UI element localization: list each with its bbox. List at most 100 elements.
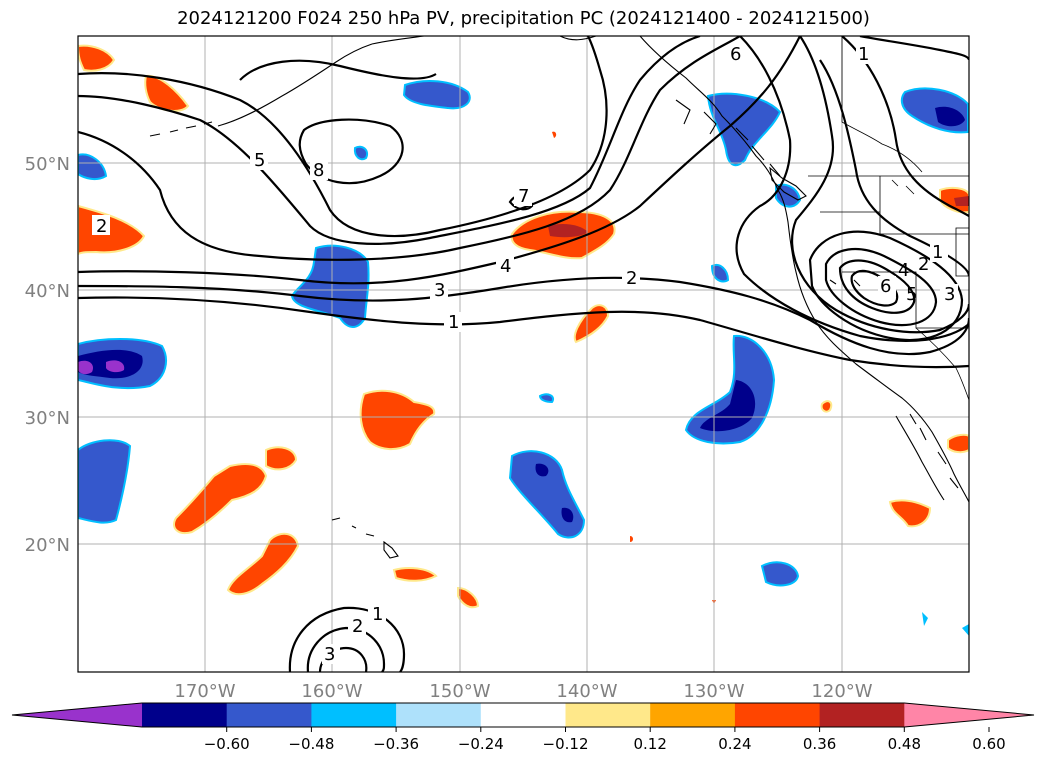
- precip-region: [457, 586, 480, 609]
- pv-contour: [239, 59, 437, 81]
- precip-region: [265, 446, 298, 471]
- colorbar-tick-label: 0.60: [972, 735, 1005, 753]
- contour-label: 1: [858, 44, 869, 65]
- lat-label: 50°N: [25, 154, 70, 175]
- precip-region: [935, 106, 965, 127]
- contour-label: 5: [906, 284, 917, 305]
- pv-contour: [78, 36, 801, 285]
- lat-label: 30°N: [25, 408, 70, 429]
- colorbar-tick-label: −0.24: [458, 735, 504, 753]
- pv-contour: [78, 296, 969, 369]
- contour-label: 3: [434, 280, 445, 301]
- precip-region: [78, 153, 108, 181]
- colorbar-extension-high: [904, 703, 1034, 727]
- pv-contour-labels: 2 5 8 3 1 4 7 2 6 1 1 2 4 6 5: [92, 44, 958, 665]
- lon-label: 130°W: [683, 681, 744, 702]
- precip-region: [353, 145, 368, 161]
- colorbar-tick-label: 0.24: [718, 735, 751, 753]
- precip-region: [392, 567, 438, 582]
- precip-region: [573, 304, 610, 344]
- pv-contour: [791, 36, 969, 334]
- colorbar: −0.60 −0.48 −0.36 −0.24 −0.12 0.12 0.24 0.36 0.4…: [11, 702, 1035, 753]
- precip-region: [402, 80, 471, 110]
- lon-label: 120°W: [811, 681, 872, 702]
- precip-region: [359, 389, 436, 450]
- colorbar-box: [396, 703, 482, 727]
- lon-label: 150°W: [429, 681, 490, 702]
- colorbar-outline: [11, 702, 1035, 728]
- colorbar-box: [650, 703, 736, 727]
- colorbar-tick-label: −0.48: [288, 735, 334, 753]
- precip-positive-regions: [78, 44, 969, 609]
- colorbar-box: [734, 703, 821, 727]
- precip-region: [226, 532, 300, 596]
- lon-label: 140°W: [556, 681, 617, 702]
- colorbar-box: [142, 703, 228, 727]
- contour-label: 3: [944, 284, 955, 305]
- precip-region: [954, 196, 969, 206]
- precip-region: [78, 44, 116, 72]
- contour-label: 2: [96, 216, 107, 237]
- precip-region: [947, 433, 969, 454]
- map-frame: [77, 35, 970, 673]
- precip-region: [760, 561, 800, 587]
- contour-label: 4: [898, 260, 909, 281]
- pv-contour: [859, 36, 969, 61]
- lon-label: 160°W: [301, 681, 362, 702]
- precip-region: [535, 463, 574, 523]
- precip-region: [173, 463, 268, 534]
- precip-region: [939, 186, 969, 214]
- latitude-labels: 50°N 40°N 30°N 20°N: [25, 154, 70, 556]
- contour-label: 7: [518, 186, 529, 207]
- colorbar-tick-label: −0.60: [204, 735, 250, 753]
- contour-label: 2: [352, 616, 363, 637]
- precip-region: [78, 439, 132, 524]
- colorbar-extension-low: [12, 703, 142, 727]
- pv-contour: [735, 36, 969, 342]
- colorbar-tick-label: 0.36: [803, 735, 836, 753]
- precip-region: [820, 400, 833, 413]
- lat-label: 40°N: [25, 281, 70, 302]
- precip-region: [888, 499, 932, 528]
- colorbar-tick-label: 0.48: [888, 735, 921, 753]
- lat-label: 20°N: [25, 535, 70, 556]
- contour-label: 6: [730, 44, 741, 65]
- lon-label: 170°W: [174, 681, 235, 702]
- pv-contour: [78, 36, 741, 261]
- pv-contour: [306, 626, 386, 672]
- contour-label: 8: [313, 160, 324, 181]
- colorbar-tick-label: −0.12: [543, 735, 589, 753]
- colorbar-box: [819, 703, 905, 727]
- contour-label: 1: [448, 312, 459, 333]
- pv-contour: [841, 36, 969, 217]
- pv-contour: [78, 36, 608, 238]
- contour-label: 6: [880, 276, 891, 297]
- colorbar-tick-label: −0.36: [373, 735, 419, 753]
- contour-label: 4: [500, 256, 511, 277]
- precip-region: [548, 224, 588, 238]
- pv-contour: [824, 248, 938, 327]
- figure-title: 2024121200 F024 250 hPa PV, precipitatio…: [177, 8, 870, 29]
- pv-contour: [78, 276, 969, 356]
- colorbar-box: [565, 703, 651, 727]
- colorbar-box: [226, 703, 312, 727]
- pv-contour: [850, 269, 899, 307]
- contour-label: 3: [324, 644, 335, 665]
- precip-region: [78, 360, 125, 375]
- longitude-labels: 170°W 160°W 150°W 140°W 130°W 120°W: [174, 681, 872, 702]
- map-panel: [78, 36, 969, 672]
- pv-contour: [808, 230, 964, 342]
- colorbar-box: [311, 703, 397, 727]
- contour-label: 1: [932, 242, 943, 263]
- precip-region: [538, 393, 554, 404]
- contour-label: 2: [918, 254, 929, 275]
- contour-label: 1: [372, 604, 383, 625]
- pv-contour: [838, 259, 916, 314]
- pv-contour: [78, 36, 701, 245]
- pv-contour: [298, 118, 404, 185]
- contour-label: 2: [626, 268, 637, 289]
- contour-label: 5: [254, 150, 265, 171]
- colorbar-box: [480, 703, 567, 727]
- colorbar-tick-label: 0.12: [633, 735, 666, 753]
